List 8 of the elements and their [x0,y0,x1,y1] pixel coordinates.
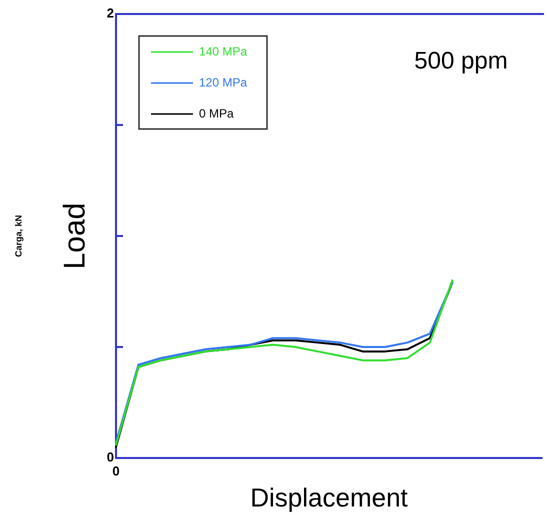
x-axis-title: Displacement [250,482,409,513]
legend-label: 0 MPa [199,106,234,120]
y-axis-title: Load [58,202,92,270]
text: Carga, kN [13,214,24,258]
y-tick-label: 2 [106,6,114,21]
legend-label: 120 MPa [199,75,248,90]
annotation: 500 ppm [414,48,508,75]
legend-label: 140 MPa [199,44,248,58]
